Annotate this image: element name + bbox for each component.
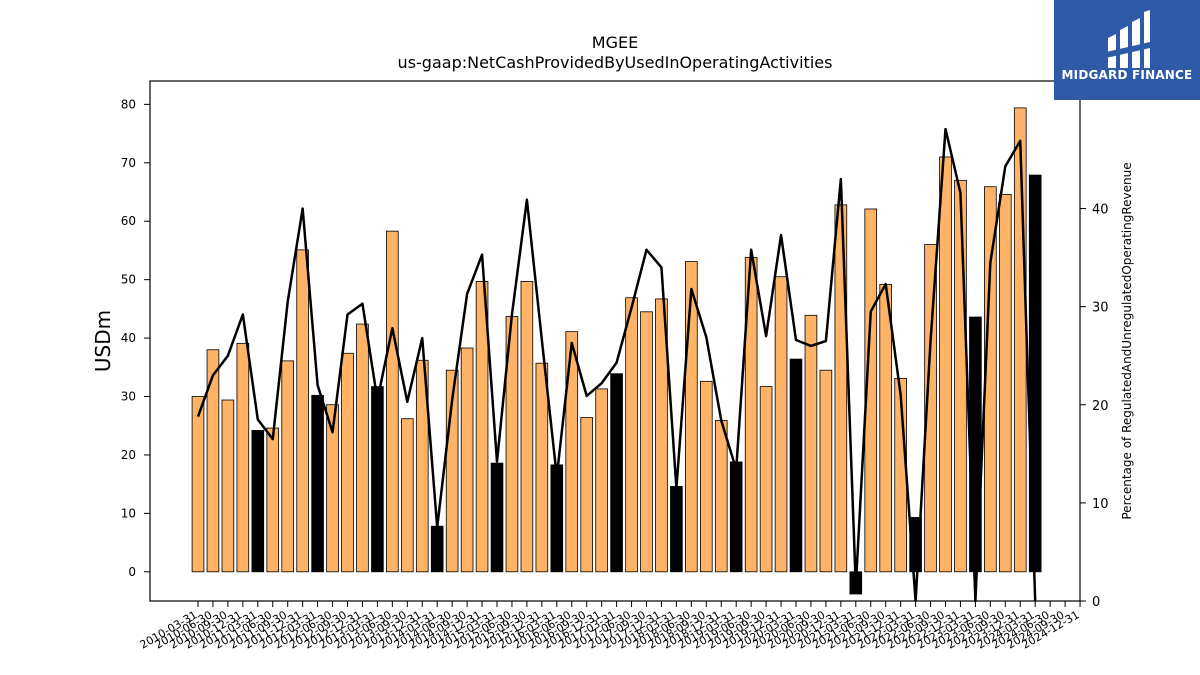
bar [819,369,833,573]
bar [924,244,937,573]
bar [954,179,967,573]
y-tick-label: 60 [121,214,136,228]
bar [610,373,623,573]
chart-subtitle: us-gaap:NetCashProvidedByUsedInOperating… [398,53,833,72]
bar [685,261,698,573]
bar [191,396,205,573]
bar [535,362,549,573]
bar [714,420,728,573]
y2-axis-ticks: 0 10 20 30 40 [1080,203,1109,610]
y-tick-label: 20 [121,448,136,462]
bar [939,156,952,573]
bar [311,394,324,573]
y-tick-label: 40 [121,331,136,345]
bar [909,517,922,573]
y2-tick-label: 20 [1092,399,1109,414]
bar [386,230,399,573]
bar [655,298,668,573]
percentage-line [196,127,1037,603]
bar [580,417,593,573]
bar [520,280,534,573]
bar [550,464,564,573]
bar [430,525,444,573]
bar [356,323,369,573]
bar [326,404,339,573]
y-tick-label: 30 [121,390,136,404]
y-tick-label: 70 [121,156,136,170]
bar-group [191,107,1042,595]
y-axis-ticks: 0 10 20 30 40 50 60 70 80 [121,97,150,579]
bar [879,283,892,573]
bar [565,331,579,573]
bar [864,208,878,573]
y2-tick-label: 30 [1092,301,1109,316]
bar [729,461,743,573]
bar [670,486,683,573]
bar [774,276,788,573]
midgard-finance-logo: MIDGARD FINANCE [1054,0,1200,100]
bar [371,386,384,573]
bar [475,280,489,573]
x-axis-ticks: 2010-03-312010-06-302010-09-302010-12-31… [138,601,1082,652]
bar [625,297,638,573]
midgard-logo-icon [1106,10,1150,68]
chart-title: MGEE [592,33,638,52]
bar [251,429,265,573]
bar [460,347,474,573]
bar [700,380,713,573]
bar [415,359,429,573]
bar [400,418,414,573]
logo-text: MIDGARD FINANCE [1061,68,1193,82]
bar [341,352,354,573]
plot-frame [149,80,1081,602]
bar [206,349,220,573]
y2-tick-label: 0 [1092,595,1100,610]
bar [789,358,803,573]
bar [595,388,608,573]
bar [445,369,459,573]
y-tick-label: 0 [128,565,136,579]
y-tick-label: 50 [121,273,136,287]
y2-tick-label: 40 [1092,203,1109,218]
y-axis-label: USDm [91,310,115,372]
y2-tick-label: 10 [1092,497,1109,512]
y-tick-label: 10 [121,506,136,520]
bar [999,193,1012,573]
bar [490,462,504,573]
y2-axis-label: Percentage of RegulatedAndUnregulatedOpe… [1120,162,1134,519]
bar [759,386,773,573]
bar [281,360,294,573]
bar [804,314,818,573]
bar [236,342,250,573]
bar [266,427,280,573]
bar [221,399,235,573]
bar [640,311,653,573]
y-tick-label: 80 [121,97,136,111]
bar [296,249,309,573]
